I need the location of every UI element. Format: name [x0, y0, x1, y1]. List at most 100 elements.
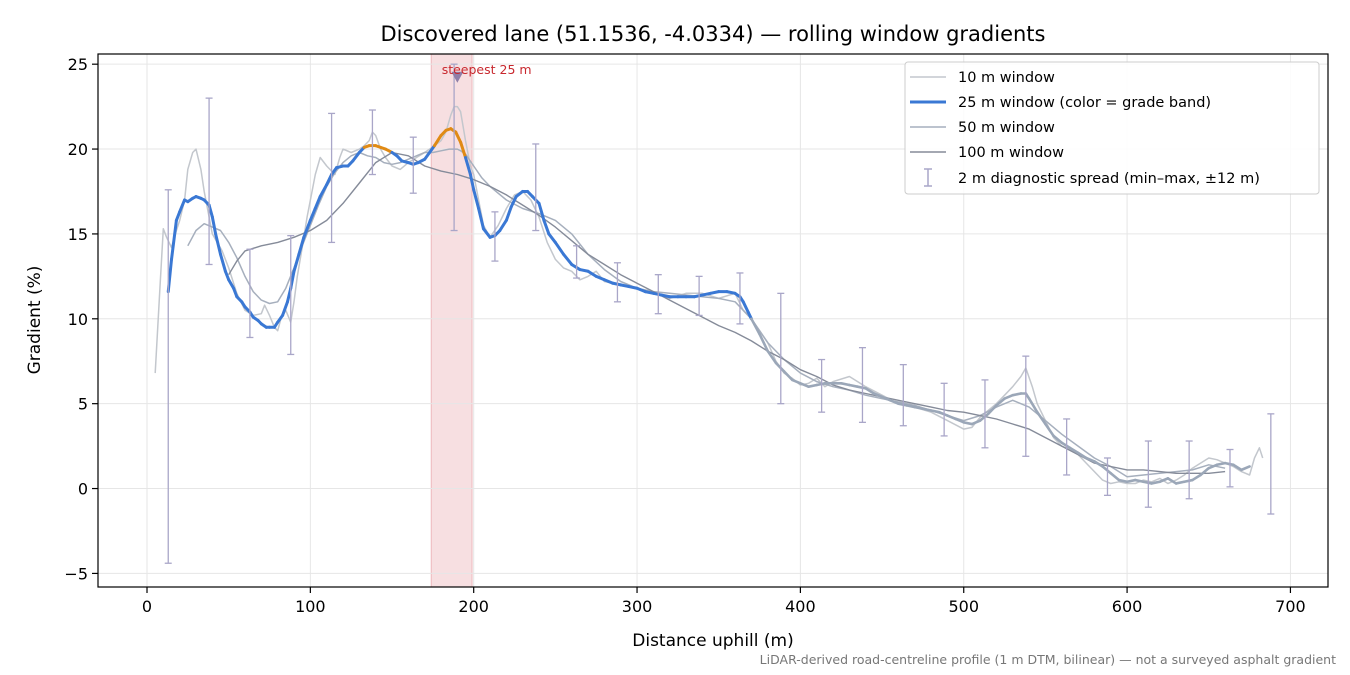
series-25m-segment — [995, 397, 1006, 407]
series-25m-segment — [1084, 456, 1096, 463]
errorbar — [246, 248, 254, 339]
series-25m-segment — [464, 156, 472, 177]
errorbar — [899, 363, 907, 427]
series-25m-segment — [281, 300, 289, 317]
errorbar — [491, 211, 499, 262]
series-25m-segment — [1174, 480, 1186, 485]
series-25m-segment — [537, 201, 546, 222]
series-25m-segment — [562, 252, 574, 266]
series-25m-segment — [1133, 478, 1145, 484]
plot-frame — [97, 53, 1329, 588]
series-25m-segment — [1182, 478, 1194, 484]
errorbar — [1185, 440, 1193, 500]
legend-label-w50: 50 m window — [958, 120, 1055, 136]
series-25m-segment — [454, 130, 463, 144]
x-tick-label: 100 — [295, 597, 326, 616]
series-25m-segment — [790, 378, 802, 385]
series-25m-segment — [1003, 393, 1015, 400]
chart-title: Discovered lane (51.1536, -4.0334) — rol… — [381, 22, 1046, 46]
y-tick-label: 25 — [68, 55, 88, 74]
series-25m-segment — [872, 392, 884, 399]
series-25m-segment — [223, 269, 231, 282]
series-25m-segment — [897, 402, 908, 407]
series-25m-segment — [481, 227, 492, 239]
errorbar — [205, 97, 213, 266]
series-25m-segment — [547, 232, 557, 244]
series-25m-segment — [292, 252, 301, 273]
errorbar — [368, 109, 376, 176]
series-25m-segment — [880, 395, 892, 402]
errorbar — [287, 234, 295, 356]
series-25m-segment — [477, 206, 485, 231]
series-25m-segment — [227, 278, 236, 290]
series-25m-segment — [1060, 441, 1072, 450]
series-25m-segment — [542, 218, 551, 236]
series-25m-segment — [432, 133, 443, 148]
series-25m-segment — [232, 286, 239, 299]
errorbar — [573, 245, 581, 279]
steepest-band-group — [430, 53, 473, 588]
errorbar — [940, 382, 948, 437]
steepest-label: steepest 25 m — [442, 62, 532, 77]
legend-box — [904, 61, 1320, 195]
errorbar — [981, 379, 989, 449]
x-tick-label: 600 — [1112, 597, 1143, 616]
series-25m-segment — [1142, 480, 1153, 485]
series-25m-segment — [1231, 463, 1243, 472]
x-tick-label: 200 — [458, 597, 489, 616]
series-25m-segment — [297, 235, 306, 256]
series-25m-segment — [313, 195, 322, 210]
errorbar — [695, 275, 703, 317]
legend-swatch-errorbar — [924, 168, 932, 187]
series-25m-segment — [929, 409, 941, 414]
y-tick-label: 0 — [78, 480, 88, 499]
series-25m-segment — [219, 252, 227, 273]
y-tick-label: 20 — [68, 140, 88, 159]
series-25m-segment — [174, 210, 182, 222]
x-tick-label: 700 — [1275, 597, 1306, 616]
series-25m-segment — [1093, 460, 1104, 468]
series-25m-segment — [1052, 434, 1064, 445]
errorbar — [777, 292, 785, 405]
series-25m-segment — [318, 183, 329, 199]
series-25m-segment — [1076, 451, 1088, 460]
series-25m-segment — [1035, 410, 1047, 426]
errorbar — [1022, 355, 1030, 457]
series-25m-segment — [1011, 392, 1023, 397]
series-25m-segment — [782, 370, 794, 382]
series-25m-segment — [1207, 463, 1219, 470]
series-25m-segment — [586, 269, 598, 278]
series-25m-segment — [741, 300, 750, 314]
ticks-group: 0 100 200 300 400 500 600 700 −5 0 5 10 15 20 25 — [64, 55, 1305, 616]
series-25m-segment — [888, 398, 900, 405]
series-25m-segment — [921, 407, 933, 412]
series-25m-segment — [504, 205, 513, 222]
series-25m-segment — [864, 387, 876, 395]
legend-label-w100: 100 m window — [958, 145, 1064, 161]
series-25m-segment — [954, 417, 966, 424]
series-25m-segment — [815, 382, 827, 387]
steepest-marker — [451, 71, 464, 83]
errorbar — [328, 112, 336, 244]
legend-label-errorbar: 2 m diagnostic spread (min–max, ±12 m) — [958, 171, 1260, 187]
y-tick-label: −5 — [64, 564, 88, 583]
series-25m-segment — [472, 188, 481, 210]
series-25m-segment — [214, 232, 223, 256]
x-tick-label: 500 — [948, 597, 979, 616]
series-25m-segment — [553, 240, 566, 256]
series-25m-segment — [774, 361, 786, 373]
errorbar — [1226, 448, 1234, 488]
series-25m-segment — [766, 349, 778, 365]
series-25m-segment — [509, 195, 518, 209]
series-25m-segment — [1109, 471, 1121, 482]
series-25m-segment — [978, 412, 990, 422]
y-axis-label: Gradient (%) — [25, 266, 45, 375]
series-25m-segment — [1117, 478, 1129, 484]
series-25m-segment — [1240, 465, 1251, 472]
series-25m-segment — [986, 404, 998, 416]
errorbar — [858, 347, 866, 423]
errorbar — [532, 143, 540, 232]
errorbar — [1267, 413, 1275, 515]
x-tick-label: 400 — [785, 597, 816, 616]
y-tick-label: 5 — [78, 395, 88, 414]
